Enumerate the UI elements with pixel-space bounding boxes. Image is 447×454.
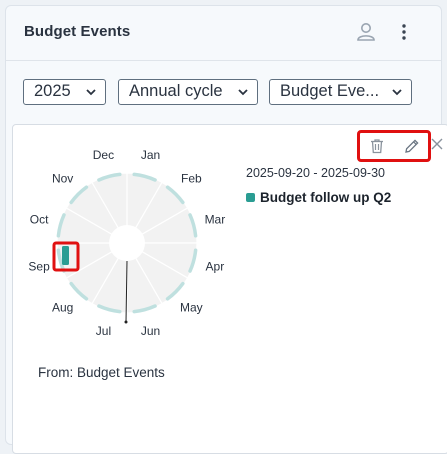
trash-icon[interactable]	[368, 137, 386, 155]
more-vertical-icon[interactable]	[392, 20, 416, 44]
event-source-text: From: Budget Events	[38, 365, 165, 380]
event-title[interactable]: Budget follow up Q2	[246, 190, 391, 205]
year-dropdown[interactable]: 2025	[23, 79, 106, 105]
chevron-down-icon	[86, 89, 96, 96]
month-label-sep: Sep	[28, 260, 50, 274]
source-dropdown[interactable]: Budget Eve...	[269, 79, 412, 105]
month-ring-arc-dec	[97, 172, 122, 182]
action-buttons-highlight	[357, 130, 431, 162]
close-icon[interactable]	[430, 137, 444, 151]
month-ring-arc-nov	[69, 185, 89, 205]
today-marker-line	[125, 260, 128, 323]
view-dropdown[interactable]: Annual cycle	[118, 79, 258, 105]
view-dropdown-value: Annual cycle	[129, 82, 223, 100]
month-label-oct: Oct	[30, 212, 49, 226]
month-label-feb: Feb	[181, 172, 202, 186]
event-color-swatch	[246, 193, 255, 202]
month-ring-arc-jan	[132, 172, 157, 182]
month-label-mar: Mar	[205, 212, 226, 226]
month-label-aug: Aug	[52, 300, 73, 314]
chevron-down-icon	[392, 89, 402, 96]
month-ring-arc-mar	[188, 213, 198, 238]
month-label-nov: Nov	[52, 172, 73, 186]
user-icon[interactable]	[354, 20, 378, 44]
chevron-down-icon	[238, 89, 248, 96]
event-highlight-box	[52, 241, 80, 272]
month-ring-arc-feb	[165, 185, 185, 205]
event-marker[interactable]	[62, 246, 69, 265]
month-ring-arc-oct	[56, 213, 66, 238]
event-card: Jan Feb Mar Apr May Jun Jul Aug Sep Oct Nov Dec 202…	[12, 124, 447, 454]
annual-cycle-wheel: Jan Feb Mar Apr May Jun Jul Aug Sep Oct Nov Dec	[28, 148, 226, 338]
month-ring-arc-apr	[188, 248, 198, 273]
budget-events-panel: Budget Events 2025 Annual cycle Budget E…	[5, 5, 447, 454]
month-ring-arc-aug	[69, 281, 89, 301]
month-label-jun: Jun	[141, 324, 160, 338]
year-dropdown-value: 2025	[34, 82, 71, 100]
pencil-icon[interactable]	[403, 137, 421, 155]
today-marker-dot	[124, 320, 128, 324]
month-label-jul: Jul	[96, 324, 111, 338]
month-label-may: May	[180, 300, 203, 314]
month-label-dec: Dec	[93, 148, 114, 162]
month-label-apr: Apr	[206, 260, 225, 274]
panel-header: Budget Events	[6, 6, 441, 61]
month-ring-arc-may	[165, 281, 185, 301]
event-date-range: 2025-09-20 - 2025-09-30	[246, 166, 385, 180]
month-label-jan: Jan	[141, 148, 160, 162]
month-ring-arc-jul	[97, 304, 122, 314]
panel-title: Budget Events	[24, 23, 131, 40]
month-ring-arc-jun	[132, 304, 157, 314]
event-title-text: Budget follow up Q2	[260, 190, 392, 205]
source-dropdown-value: Budget Eve...	[280, 82, 380, 100]
